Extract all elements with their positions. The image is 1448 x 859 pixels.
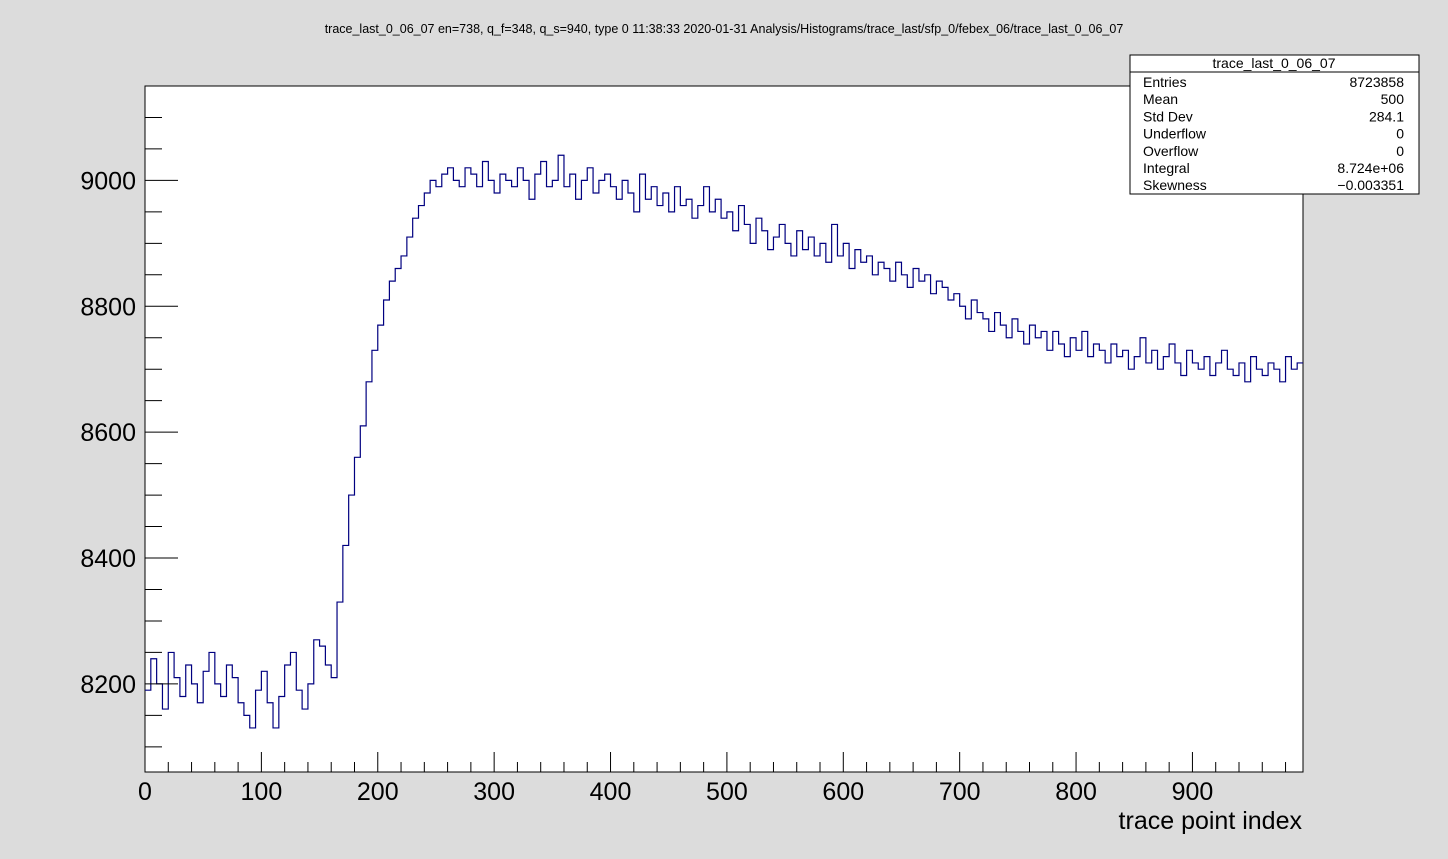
x-tick-label: 200 — [357, 778, 399, 806]
trace-series — [145, 154, 1303, 729]
y-tick-label: 8200 — [80, 671, 136, 699]
stats-box-frame — [1129, 54, 1420, 195]
y-tick-label: 8600 — [80, 419, 136, 447]
stats-label: Mean — [1143, 91, 1178, 107]
plot-frame — [144, 85, 1304, 773]
stats-title: trace_last_0_06_07 — [1213, 55, 1336, 71]
x-tick-label: 800 — [1055, 778, 1097, 806]
stats-value: 8.724e+06 — [1337, 160, 1404, 176]
stats-label: Integral — [1143, 160, 1190, 176]
x-tick-label: 900 — [1172, 778, 1214, 806]
stats-value: 284.1 — [1369, 108, 1404, 124]
stats-label: Entries — [1143, 74, 1187, 90]
stats-value: 500 — [1381, 91, 1405, 107]
x-tick-label: 100 — [241, 778, 283, 806]
stats-box: trace_last_0_06_07 Entries 8723858 Mean 500… — [1129, 54, 1420, 195]
x-axis-title: trace point index — [1119, 807, 1303, 835]
y-tick-label: 8400 — [80, 545, 136, 573]
x-tick-label: 300 — [473, 778, 515, 806]
x-axis: 0 100 200 300 400 500 600 700 800 900 — [138, 752, 1287, 806]
x-tick-label: 0 — [138, 778, 152, 806]
stats-label: Overflow — [1143, 143, 1199, 159]
y-axis: 8200 8400 8600 8800 9000 — [80, 85, 178, 748]
stats-label: Std Dev — [1143, 108, 1193, 124]
stats-value: 8723858 — [1349, 74, 1404, 90]
y-tick-label: 8800 — [80, 293, 136, 321]
stats-label: Underflow — [1143, 126, 1207, 142]
x-tick-label: 600 — [822, 778, 864, 806]
chart-title: trace_last_0_06_07 en=738, q_f=348, q_s=… — [325, 22, 1124, 36]
stats-value: 0 — [1396, 126, 1404, 142]
x-tick-label: 500 — [706, 778, 748, 806]
stats-value: 0 — [1396, 143, 1404, 159]
x-tick-label: 700 — [939, 778, 981, 806]
y-tick-label: 9000 — [80, 167, 136, 195]
x-tick-label: 400 — [590, 778, 632, 806]
stats-label: Skewness — [1143, 177, 1207, 193]
stats-value: −0.003351 — [1337, 177, 1404, 193]
